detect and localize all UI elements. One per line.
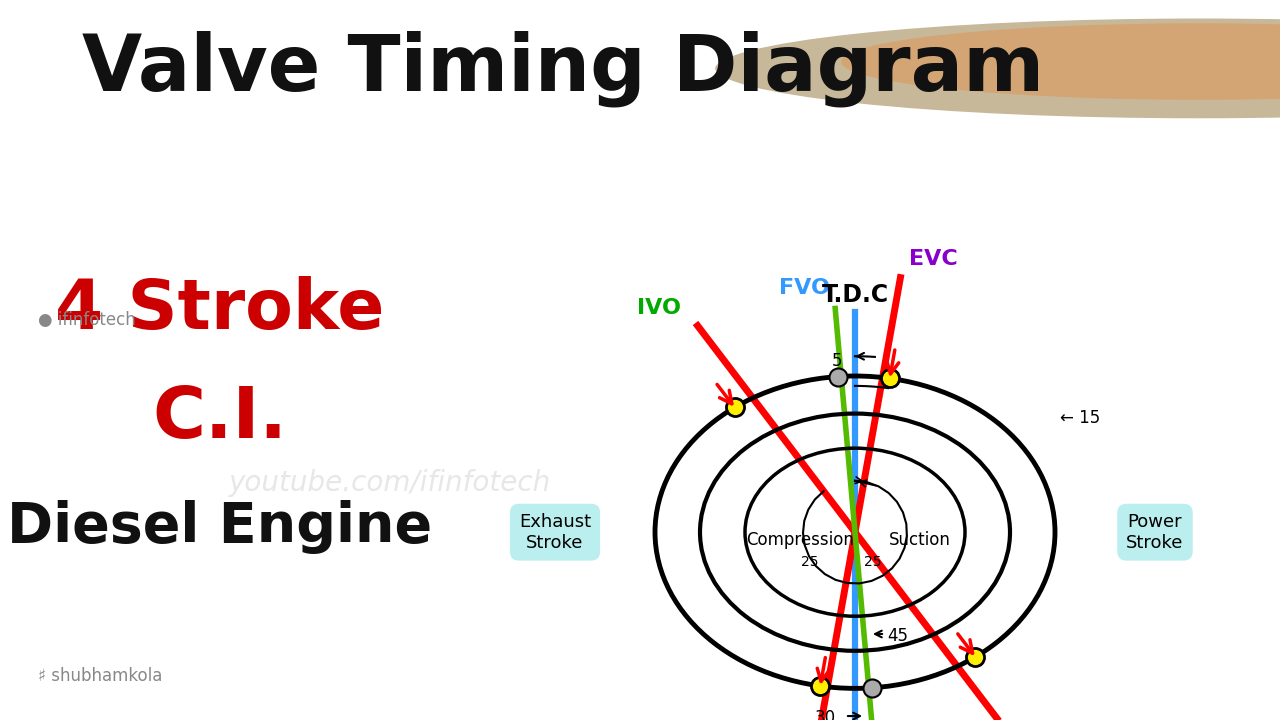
Text: Suction: Suction	[890, 531, 951, 549]
Text: 5: 5	[832, 352, 842, 370]
Text: 45: 45	[887, 627, 908, 645]
Text: IVO: IVO	[636, 298, 681, 318]
Text: 30: 30	[814, 709, 836, 720]
Text: Exhaust
Stroke: Exhaust Stroke	[518, 513, 591, 552]
Text: ● ifinfotech: ● ifinfotech	[38, 310, 136, 328]
Text: 4 Stroke: 4 Stroke	[55, 276, 385, 343]
Text: Compression: Compression	[746, 531, 854, 549]
Text: 25: 25	[864, 555, 882, 569]
Circle shape	[713, 17, 1280, 120]
Text: ← 15: ← 15	[1060, 408, 1101, 426]
Text: 25: 25	[801, 555, 819, 569]
Text: Valve Timing Diagram: Valve Timing Diagram	[82, 30, 1044, 107]
Circle shape	[841, 23, 1280, 100]
Text: EVC: EVC	[909, 249, 957, 269]
Text: Power
Stroke: Power Stroke	[1126, 513, 1184, 552]
Text: Diesel Engine: Diesel Engine	[8, 500, 433, 554]
Text: ♯ shubhamkola: ♯ shubhamkola	[38, 667, 163, 685]
Text: FVO: FVO	[780, 278, 829, 298]
Text: youtube.com/ifinfotech: youtube.com/ifinfotech	[229, 469, 552, 497]
Text: T.D.C: T.D.C	[822, 283, 888, 307]
Text: C.I.: C.I.	[152, 384, 288, 453]
